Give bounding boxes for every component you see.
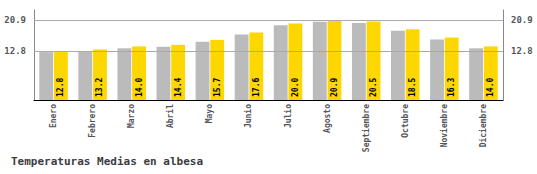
svg-text:Marzo: Marzo (127, 104, 136, 128)
svg-text:20.9: 20.9 (4, 15, 26, 25)
svg-text:Julio: Julio (283, 104, 293, 128)
svg-text:Abril: Abril (165, 104, 175, 128)
svg-text:14.0: 14.0 (135, 78, 144, 97)
svg-text:14.0: 14.0 (486, 78, 495, 97)
svg-text:20.0: 20.0 (291, 78, 300, 97)
svg-text:12.8: 12.8 (4, 46, 26, 56)
svg-text:Diciembre: Diciembre (478, 104, 488, 148)
svg-text:20.5: 20.5 (369, 78, 378, 97)
svg-text:16.3: 16.3 (447, 78, 456, 97)
svg-text:12.8: 12.8 (56, 78, 65, 97)
svg-text:Noviembre: Noviembre (439, 104, 449, 148)
svg-text:14.4: 14.4 (174, 78, 183, 97)
svg-text:Temperaturas Medias en albesa: Temperaturas Medias en albesa (11, 155, 203, 168)
svg-text:12.8: 12.8 (511, 46, 533, 56)
svg-text:Junio: Junio (243, 104, 253, 128)
svg-text:Febrero: Febrero (88, 104, 97, 138)
svg-text:Agosto: Agosto (323, 104, 332, 133)
svg-text:Octubre: Octubre (401, 104, 410, 138)
svg-text:Enero: Enero (49, 104, 58, 128)
svg-text:Septiembre: Septiembre (361, 104, 371, 152)
svg-text:13.2: 13.2 (95, 78, 104, 97)
svg-text:Mayo: Mayo (205, 104, 214, 123)
svg-text:15.7: 15.7 (213, 78, 222, 97)
svg-text:17.6: 17.6 (252, 78, 261, 97)
svg-text:18.5: 18.5 (408, 78, 417, 97)
svg-text:20.9: 20.9 (330, 78, 339, 97)
svg-text:20.9: 20.9 (511, 15, 533, 25)
